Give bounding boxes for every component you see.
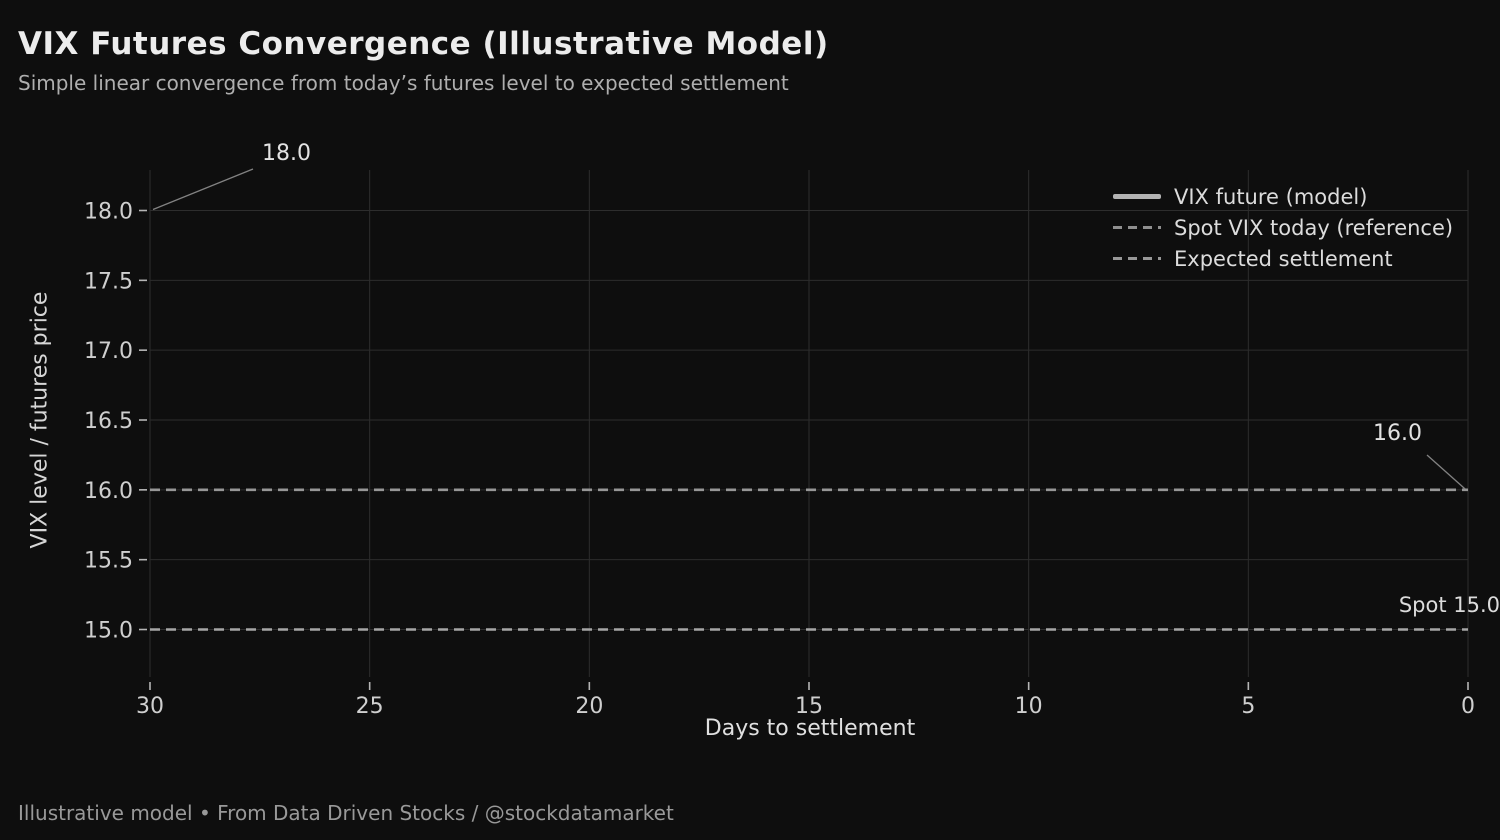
x-tick-label: 5 [1241,694,1255,719]
y-tick-label: 17.0 [84,339,133,364]
legend-item-expected-settlement: Expected settlement [1113,243,1453,274]
x-axis-label: Days to settlement [704,716,916,741]
annotation-leader-line [152,168,254,211]
x-tick-label: 25 [356,694,384,719]
annotation-future-start: 18.0 [262,141,311,166]
x-tick-label: 10 [1015,694,1043,719]
legend-item-spot-vix: Spot VIX today (reference) [1113,212,1453,243]
dashed-line-icon [1113,226,1161,229]
annotation-spot: Spot 15.0 [1398,593,1500,617]
footer-credit: Illustrative model • From Data Driven St… [18,801,674,825]
annotation-leader-line [1426,454,1466,490]
y-tick-label: 15.5 [84,549,133,574]
y-tick-label: 15.0 [84,619,133,644]
legend-label: Spot VIX today (reference) [1174,215,1454,240]
x-tick-label: 20 [575,694,603,719]
annotation-future-end: 16.0 [1373,421,1422,446]
y-axis-label: VIX level / futures price [27,291,53,549]
legend-label: VIX future (model) [1174,184,1368,209]
x-tick-label: 0 [1461,694,1475,719]
y-tick-label: 18.0 [84,200,133,225]
y-tick-label: 16.5 [84,409,133,434]
solid-line-icon [1113,194,1161,199]
chart-subtitle: Simple linear convergence from today’s f… [18,71,789,95]
legend-label: Expected settlement [1174,246,1393,271]
dashed-line-icon [1113,257,1161,260]
x-tick-label: 15 [795,694,823,719]
x-tick-label: 30 [136,694,164,719]
y-tick-label: 17.5 [84,269,133,294]
legend-item-vix-future: VIX future (model) [1113,181,1453,212]
chart-title: VIX Futures Convergence (Illustrative Mo… [18,26,829,62]
y-tick-label: 16.0 [84,479,133,504]
legend: VIX future (model) Spot VIX today (refer… [1113,181,1453,274]
